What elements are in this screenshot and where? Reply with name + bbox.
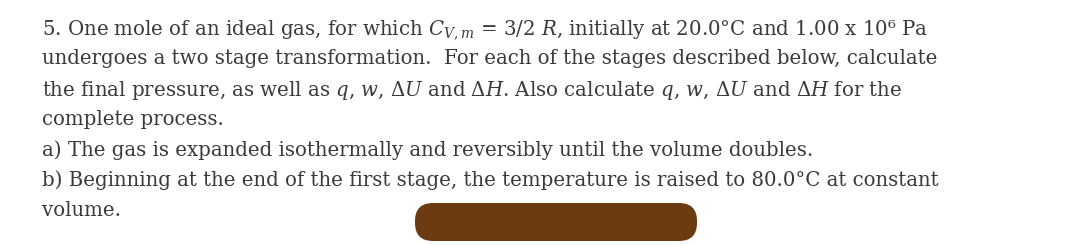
Text: complete process.: complete process. [42, 110, 224, 128]
Text: volume.: volume. [42, 201, 121, 220]
Text: undergoes a two stage transformation.  For each of the stages described below, c: undergoes a two stage transformation. Fo… [42, 49, 937, 68]
Text: 5. One mole of an ideal gas, for which $C_{V,m}$ = 3/2 $R$, initially at 20.0°C : 5. One mole of an ideal gas, for which $… [42, 18, 928, 41]
Text: a) The gas is expanded isothermally and reversibly until the volume doubles.: a) The gas is expanded isothermally and … [42, 140, 813, 160]
FancyBboxPatch shape [415, 203, 697, 241]
Text: b) Beginning at the end of the first stage, the temperature is raised to 80.0°C : b) Beginning at the end of the first sta… [42, 171, 939, 190]
Text: the final pressure, as well as $q$, $w$, Δ$U$ and Δ$H$. Also calculate $q$, $w$,: the final pressure, as well as $q$, $w$,… [42, 79, 902, 102]
